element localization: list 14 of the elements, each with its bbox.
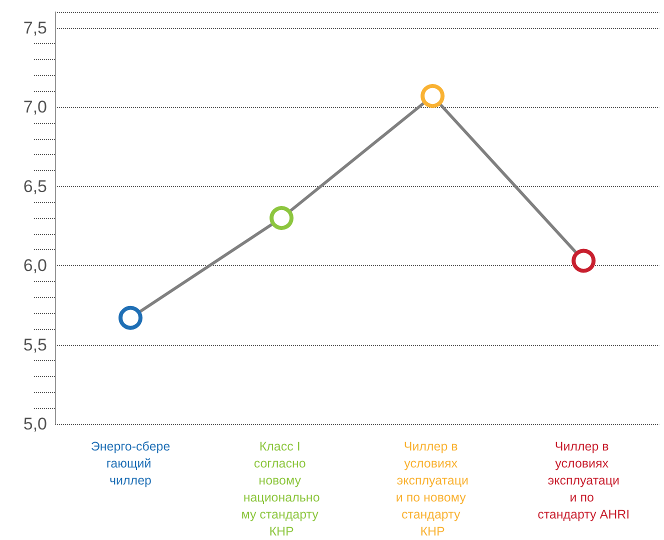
y-tick-label: 5,0 — [23, 414, 47, 434]
y-tick-label: 6,0 — [23, 256, 47, 276]
y-tick-label: 6,5 — [23, 176, 47, 196]
y-tick-label: 7,0 — [23, 98, 47, 117]
y-tick-label: 7,5 — [23, 18, 47, 38]
point — [270, 206, 294, 230]
x-tick-label: Класс I согласно новому национальному стандарту КНР — [241, 440, 322, 538]
y-tick-label: 5,5 — [23, 335, 47, 354]
x-tick-label: Чиллер в условиях эксплуатации по новому стандарту КНР — [396, 440, 470, 538]
x-tick-label: Энерго-сберегающий чиллер — [90, 440, 170, 488]
x-tick-label: Чиллер в условиях эксплуатации по стандарту AHRI — [538, 440, 630, 522]
point — [420, 84, 445, 108]
point — [118, 306, 143, 330]
point — [572, 248, 596, 273]
